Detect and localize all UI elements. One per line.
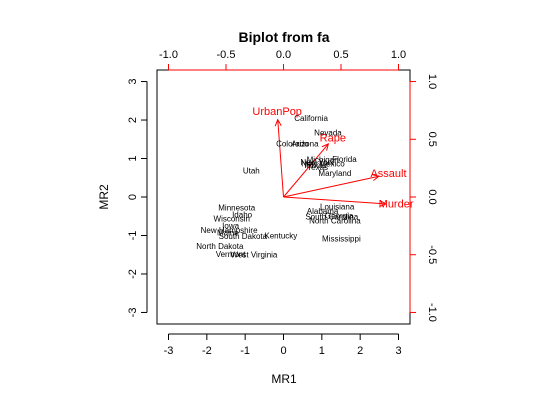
right-axis: -1.0 -0.5 0.0 0.5 1.0	[409, 74, 438, 322]
right-tick-label: 0.0	[426, 189, 438, 204]
state-score-label: Illinois	[304, 161, 326, 170]
loading-arrow	[283, 196, 386, 205]
right-tick-label: 0.5	[426, 132, 438, 147]
right-tick-label: -1.0	[426, 303, 438, 322]
loading-arrowhead	[372, 174, 381, 181]
state-score-label: Louisiana	[320, 203, 355, 212]
bottom-tick-label: 0	[280, 345, 286, 357]
chart-title: Biplot from fa	[239, 29, 330, 45]
loading-label: UrbanPop	[252, 106, 302, 118]
state-score-label: Arizona	[291, 139, 319, 148]
right-tick-label: 1.0	[426, 74, 438, 89]
loading-arrowhead	[321, 143, 330, 151]
x-axis-title: MR1	[271, 372, 297, 386]
bottom-tick-label: 1	[319, 345, 325, 357]
state-score-label: Idaho	[232, 211, 253, 220]
loading-arrowhead	[274, 118, 282, 127]
left-axis: -3 -2 -1 0 1 2 3	[127, 78, 148, 318]
bottom-tick-label: 3	[395, 345, 401, 357]
state-score-label: Michigan	[307, 156, 339, 165]
top-axis: -1.0 -0.5 0.0 0.5 1.0	[159, 49, 406, 71]
loading-arrow	[277, 119, 284, 198]
top-tick-label: -0.5	[217, 49, 236, 61]
bottom-tick-label: -3	[164, 345, 174, 357]
state-score-label: Iowa	[222, 222, 239, 231]
loading-label: Murder	[379, 199, 414, 211]
state-score-label: Florida	[332, 155, 357, 164]
left-tick-label: -2	[127, 269, 139, 279]
loading-label: Rape	[320, 132, 346, 144]
state-score-label: New Mexico	[301, 159, 345, 168]
loading-arrows: Murder Assault UrbanPop Rape	[252, 106, 413, 211]
loading-arrowhead	[379, 200, 387, 208]
state-score-label: West Virginia	[231, 251, 278, 260]
top-tick-label: -1.0	[159, 49, 178, 61]
loading-arrow	[283, 175, 380, 198]
state-score-label: Mississippi	[322, 234, 361, 243]
state-score-label: New York	[300, 158, 335, 167]
top-tick-label: 0.5	[333, 49, 348, 61]
state-score-label: Maryland	[318, 169, 351, 178]
left-tick-label: 2	[127, 117, 139, 123]
state-score-label: Minnesota	[218, 204, 255, 213]
state-score-label: Georgia	[325, 211, 354, 220]
state-score-label: North Dakota	[196, 242, 244, 251]
state-score-label: Kentucky	[264, 232, 297, 241]
left-tick-label: 0	[127, 194, 139, 200]
y-axis-title: MR2	[97, 184, 111, 210]
state-score-label: New Hampshire	[201, 226, 258, 235]
state-score-label: Nevada	[314, 129, 342, 138]
top-tick-label: 1.0	[391, 49, 406, 61]
loading-label: Assault	[370, 168, 406, 180]
state-score-label: California	[294, 114, 328, 123]
state-score-label: Wisconsin	[214, 214, 250, 223]
state-score-label: Vermont	[216, 250, 247, 259]
state-score-label: North Carolina	[309, 216, 361, 225]
top-tick-label: 0.0	[276, 49, 291, 61]
state-score-label: Maine	[217, 229, 239, 238]
state-score-label: South Carolina	[305, 213, 358, 222]
bottom-tick-label: -2	[202, 345, 212, 357]
bottom-tick-label: -1	[240, 345, 250, 357]
state-score-label: Colorado	[276, 139, 309, 148]
state-score-label: Utah	[243, 167, 260, 176]
left-tick-label: -3	[127, 308, 139, 318]
state-score-label: South Dakota	[219, 232, 268, 241]
left-tick-label: 3	[127, 78, 139, 84]
left-tick-label: 1	[127, 155, 139, 161]
state-score-label: Texas	[307, 163, 328, 172]
right-tick-label: -0.5	[426, 245, 438, 264]
left-tick-label: -1	[127, 231, 139, 241]
bottom-axis: -3 -2 -1 0 1 2 3	[164, 333, 402, 357]
state-score-label: Alabama	[307, 207, 339, 216]
bottom-tick-label: 2	[357, 345, 363, 357]
loading-arrow	[283, 143, 329, 198]
